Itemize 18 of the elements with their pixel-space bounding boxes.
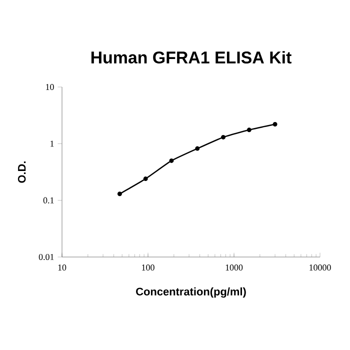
y-tick-label: 10	[46, 84, 54, 90]
y-tick-label: 0.1	[43, 197, 54, 204]
x-tick-label: 10000	[310, 264, 331, 271]
x-tick-label: 10	[58, 264, 66, 271]
point	[117, 192, 122, 196]
y-tick-label: 1	[50, 140, 54, 147]
y-tick-label: 0.01	[38, 254, 54, 260]
point	[246, 128, 252, 132]
point	[221, 134, 226, 140]
x-tick-label: 100	[142, 264, 154, 271]
point	[169, 158, 174, 163]
chart-title: Human GFRA1 ELISA Kit	[91, 51, 292, 64]
point	[272, 122, 278, 127]
point	[195, 146, 200, 151]
x-tick-label: 1000	[226, 264, 243, 271]
x-axis-title: Concentration(pg/ml)	[136, 287, 246, 298]
point	[143, 176, 148, 182]
y-axis-title: O.D.	[18, 162, 26, 183]
